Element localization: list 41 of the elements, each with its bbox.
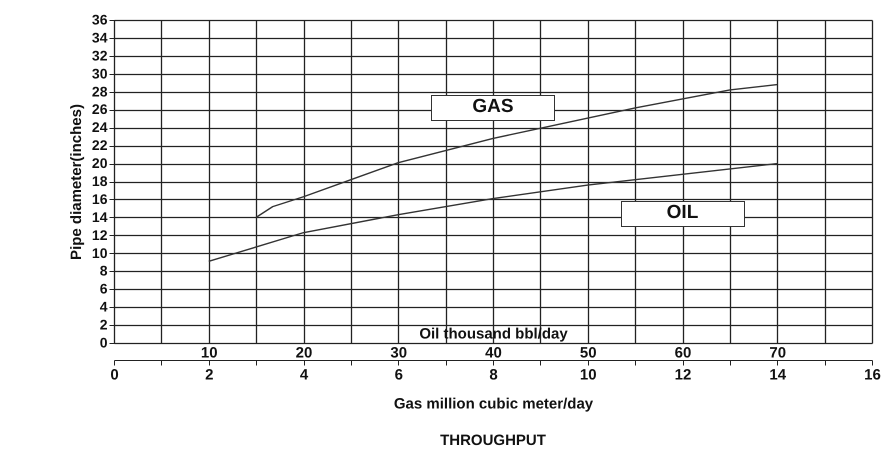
x2-tick-label: 40 bbox=[485, 344, 502, 362]
x-axis-title: Gas million cubic meter/day bbox=[394, 396, 594, 412]
x2-tick-label: 60 bbox=[674, 344, 692, 362]
y-tick-label: 34 bbox=[92, 29, 108, 46]
y-tick-label: 20 bbox=[92, 155, 108, 172]
y-tick-label: 12 bbox=[92, 226, 108, 243]
y-tick-label: 4 bbox=[100, 298, 108, 315]
x-tick-label: 4 bbox=[300, 366, 309, 384]
y-axis-title: Pipe diameter(inches) bbox=[68, 104, 85, 260]
y-tick-label: 26 bbox=[92, 101, 108, 118]
x-tick-label: 2 bbox=[205, 366, 214, 384]
y-tick-label: 6 bbox=[100, 280, 108, 297]
x2-tick-label: 20 bbox=[296, 344, 312, 362]
x-tick-label: 10 bbox=[580, 366, 597, 384]
y-tick-label: 8 bbox=[100, 262, 108, 279]
y-tick-label: 24 bbox=[92, 119, 108, 136]
x2-tick-label: 70 bbox=[769, 344, 786, 362]
x-tick-label: 14 bbox=[769, 366, 787, 384]
x2-tick-label: 50 bbox=[580, 344, 597, 362]
y-tick-label: 30 bbox=[92, 65, 108, 82]
label-box: GAS bbox=[431, 95, 555, 122]
x2-tick-label: 30 bbox=[390, 344, 408, 362]
x-tick-label: 6 bbox=[394, 366, 403, 384]
y-tick-label: 14 bbox=[92, 208, 108, 225]
y-tick-label: 36 bbox=[92, 12, 108, 28]
y-tick-label: 22 bbox=[92, 137, 108, 154]
x2-tick-label: 10 bbox=[200, 344, 218, 362]
text: THROUGHPUT bbox=[440, 432, 546, 449]
line-series bbox=[255, 84, 778, 218]
x-tick-label: 16 bbox=[864, 366, 881, 384]
x-tick-label: 8 bbox=[489, 366, 498, 384]
y-tick-label: 28 bbox=[92, 83, 108, 100]
x-tick-label: 0 bbox=[110, 366, 119, 384]
label-box: OIL bbox=[620, 201, 744, 228]
y-tick-label: 2 bbox=[100, 316, 108, 333]
y-tick-label: 16 bbox=[92, 190, 108, 207]
y-tick-label: 10 bbox=[92, 244, 108, 261]
x-tick-label: 12 bbox=[674, 366, 692, 384]
y-tick-label: 18 bbox=[92, 173, 108, 189]
y-tick-label: 0 bbox=[100, 334, 108, 350]
y-tick-label: 32 bbox=[92, 47, 108, 64]
